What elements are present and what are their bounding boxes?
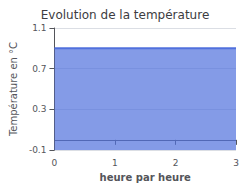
svg-text:1: 1: [112, 158, 118, 168]
svg-text:3: 3: [233, 158, 239, 168]
svg-text:Evolution de la température: Evolution de la température: [41, 8, 210, 22]
svg-text:2: 2: [173, 158, 179, 168]
svg-text:1.1: 1.1: [32, 23, 46, 33]
svg-text:-0.1: -0.1: [29, 145, 47, 155]
svg-text:0.3: 0.3: [32, 104, 46, 114]
svg-text:0.7: 0.7: [32, 64, 46, 74]
svg-text:Température en °C: Température en °C: [8, 42, 19, 137]
svg-text:0: 0: [52, 158, 58, 168]
svg-text:heure par heure: heure par heure: [100, 172, 191, 183]
